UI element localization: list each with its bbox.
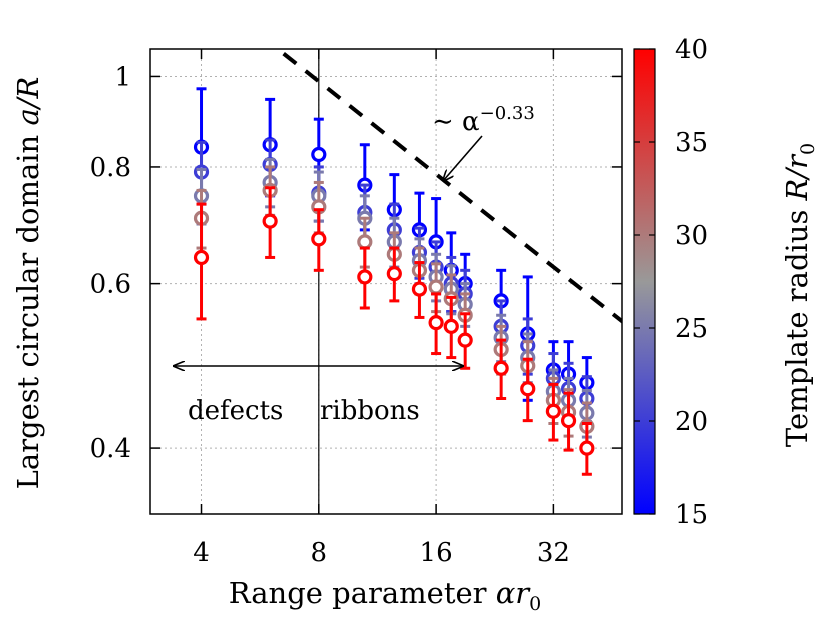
colorbar-tick-label: 30 (675, 221, 708, 251)
power-law-label: ∼ α−0.33 (432, 103, 535, 137)
data-point (560, 391, 577, 452)
data-point (493, 338, 509, 401)
y-tick-label: 0.4 (90, 434, 131, 464)
data-point (311, 208, 327, 272)
colorbar-tick-label: 40 (675, 35, 708, 65)
data-point (428, 292, 444, 356)
data-point (443, 295, 459, 360)
colorbar (633, 48, 656, 515)
y-tick-label: 0.8 (90, 153, 131, 183)
data-point (357, 246, 373, 310)
colorbar-tick-label: 15 (675, 500, 708, 530)
point-marker (579, 440, 595, 456)
point-marker (262, 213, 278, 229)
point-marker (357, 234, 373, 250)
data-point (411, 261, 428, 319)
y-tick-label: 1 (114, 62, 131, 92)
point-marker (457, 332, 473, 348)
point-marker (428, 315, 444, 331)
point-marker (560, 413, 577, 429)
point-marker (493, 360, 509, 376)
point-marker (443, 318, 459, 334)
point-marker (545, 403, 561, 419)
colorbar-tick-label: 25 (675, 314, 708, 344)
x-tick-label: 16 (420, 538, 453, 568)
data-point (262, 186, 278, 259)
point-marker (520, 381, 536, 397)
point-marker (411, 281, 428, 297)
point-marker (428, 279, 444, 295)
defects-label: defects (188, 396, 283, 426)
data-point (520, 357, 536, 423)
point-marker (386, 266, 402, 282)
x-tick-label: 8 (311, 538, 328, 568)
y-tick-label: 0.6 (90, 270, 131, 300)
colorbar-ticks: 15 20 25 30 35 40 (634, 35, 708, 530)
x-tick-label: 32 (537, 538, 570, 568)
data-point (545, 382, 561, 442)
data-point (386, 246, 402, 303)
grid-lines (150, 49, 622, 514)
plot-frame (149, 48, 623, 515)
point-marker (311, 146, 327, 163)
data-point (193, 202, 210, 321)
point-marker (357, 269, 373, 285)
power-law-arrow (443, 135, 483, 181)
data-point (457, 312, 473, 370)
y-axis-title: Largest circular domain a/R (11, 77, 45, 490)
colorbar-title: Template radius R/r0 (780, 143, 819, 447)
data-point (579, 421, 595, 476)
x-axis-title: Range parameter αr0 (229, 576, 542, 615)
colorbar-tick-label: 20 (675, 407, 708, 437)
point-marker (311, 231, 327, 247)
series-40 (193, 186, 595, 476)
x-tick-label: 4 (193, 538, 210, 568)
ribbons-label: ribbons (320, 396, 420, 426)
colorbar-tick-label: 35 (675, 128, 708, 158)
data-points (193, 87, 595, 476)
power-law-guide (282, 52, 622, 324)
axis-ticks: 4 8 16 32 0.4 0.6 0.8 1 (90, 49, 622, 568)
point-marker (193, 249, 210, 266)
